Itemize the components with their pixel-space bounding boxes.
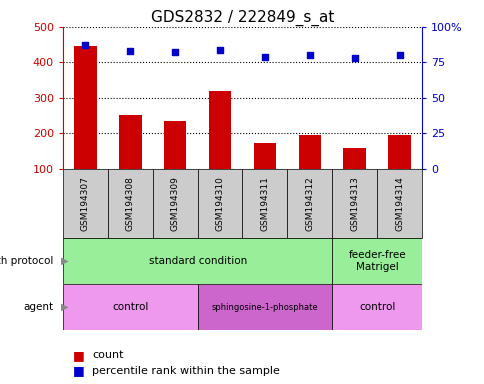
Bar <box>74 46 96 169</box>
Point <box>350 55 358 61</box>
Bar <box>119 114 141 169</box>
Text: GSM194310: GSM194310 <box>215 176 224 231</box>
Bar <box>242 169 287 238</box>
Bar <box>197 169 242 238</box>
Text: ■: ■ <box>73 364 84 377</box>
Bar <box>388 134 410 169</box>
Bar <box>152 169 197 238</box>
Text: agent: agent <box>23 302 53 312</box>
Text: ▶: ▶ <box>60 302 68 312</box>
Text: GSM194313: GSM194313 <box>349 176 359 231</box>
Text: GSM194307: GSM194307 <box>81 176 90 231</box>
Bar <box>298 134 320 169</box>
Text: growth protocol: growth protocol <box>0 256 53 266</box>
Text: GSM194309: GSM194309 <box>170 176 180 231</box>
Bar <box>164 121 186 169</box>
Text: ■: ■ <box>73 349 84 362</box>
Text: sphingosine-1-phosphate: sphingosine-1-phosphate <box>211 303 318 312</box>
Bar <box>332 169 376 238</box>
Bar <box>107 169 152 238</box>
Bar <box>63 169 107 238</box>
Bar <box>287 169 332 238</box>
Point <box>305 52 313 58</box>
Point <box>81 42 89 48</box>
Bar <box>332 238 421 284</box>
Bar <box>209 91 231 169</box>
Bar <box>197 284 332 330</box>
Point <box>126 48 134 54</box>
Bar <box>253 143 275 169</box>
Bar <box>63 238 332 284</box>
Text: control: control <box>358 302 394 312</box>
Text: ▶: ▶ <box>60 256 68 266</box>
Point <box>260 54 268 60</box>
Text: control: control <box>112 302 148 312</box>
Bar <box>332 284 421 330</box>
Text: feeder-free
Matrigel: feeder-free Matrigel <box>348 250 405 272</box>
Point <box>216 46 224 53</box>
Bar <box>376 169 421 238</box>
Point <box>395 52 403 58</box>
Text: count: count <box>92 350 123 360</box>
Text: GDS2832 / 222849_s_at: GDS2832 / 222849_s_at <box>151 10 333 26</box>
Text: GSM194308: GSM194308 <box>125 176 135 231</box>
Text: GSM194312: GSM194312 <box>304 176 314 231</box>
Point <box>171 50 179 56</box>
Text: percentile rank within the sample: percentile rank within the sample <box>92 366 279 376</box>
Text: GSM194314: GSM194314 <box>394 176 403 231</box>
Text: standard condition: standard condition <box>148 256 246 266</box>
Bar <box>63 284 197 330</box>
Text: GSM194311: GSM194311 <box>260 176 269 231</box>
Bar <box>343 148 365 169</box>
